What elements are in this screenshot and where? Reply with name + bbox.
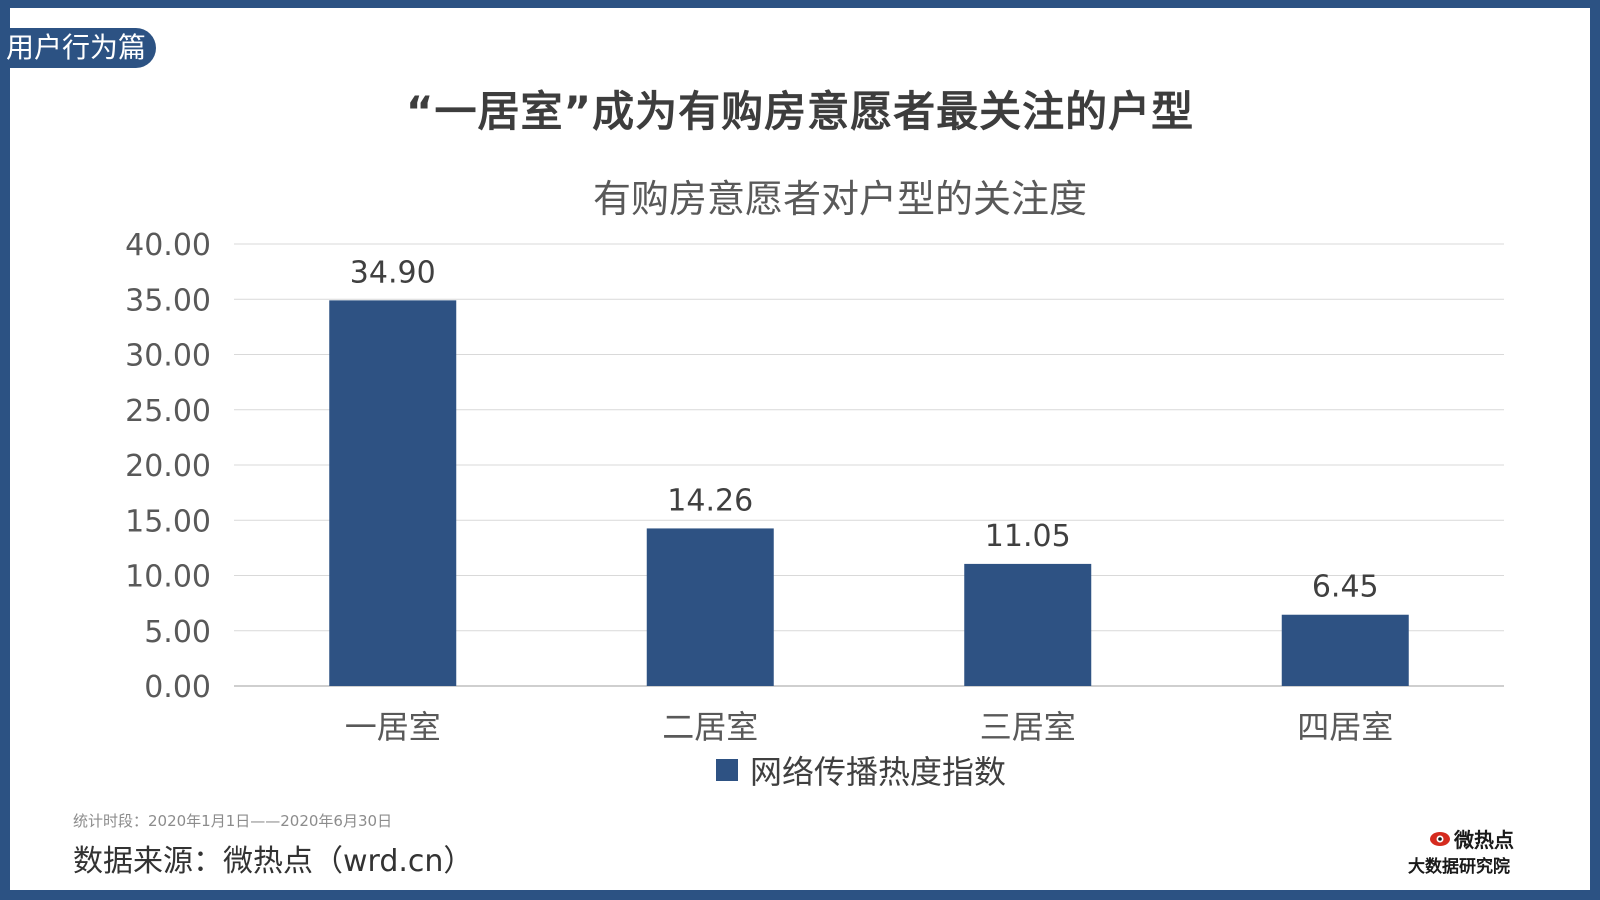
data-source-note: 数据来源：微热点（wrd.cn）: [73, 844, 474, 879]
x-axis-tick-labels: 一居室 二居室 三居室 四居室: [345, 708, 1394, 746]
x-tick-label: 二居室: [662, 708, 758, 746]
bars: [329, 300, 1409, 686]
bar: [964, 563, 1092, 686]
x-tick-label: 三居室: [980, 708, 1076, 746]
bar: [646, 528, 774, 686]
y-tick-label: 35.00: [125, 283, 211, 318]
bar-value-label: 14.26: [667, 483, 753, 518]
bar-value-label: 6.45: [1312, 570, 1379, 605]
bar-chart: 有购房意愿者对户型的关注度 0.00 5.00 10.00 15.00 20.00 25.…: [125, 177, 1504, 746]
slide-title: “一居室”成为有购房意愿者最关注的户型: [405, 87, 1195, 136]
legend-swatch: [716, 759, 738, 781]
brand-watermark: 微热点 大数据研究院: [1400, 822, 1560, 882]
bar-value-label: 34.90: [350, 255, 436, 290]
y-axis-tick-labels: 0.00 5.00 10.00 15.00 20.00 25.00 30.00 35.00 40…: [125, 228, 211, 705]
data-labels: 34.90 14.26 11.05 6.45: [350, 255, 1379, 604]
x-tick-label: 四居室: [1297, 708, 1393, 746]
legend-label: 网络传播热度指数: [750, 753, 1007, 791]
y-tick-label: 40.00: [125, 228, 211, 263]
x-tick-label: 一居室: [345, 708, 441, 746]
y-tick-label: 0.00: [144, 670, 211, 705]
y-tick-label: 25.00: [125, 394, 211, 429]
section-tag: 用户行为篇: [0, 28, 157, 68]
chart-title: 有购房意愿者对户型的关注度: [593, 177, 1087, 221]
bar: [1281, 614, 1409, 686]
y-tick-label: 5.00: [144, 615, 211, 650]
y-tick-label: 15.00: [125, 504, 211, 539]
weibo-eye-icon: [1430, 832, 1450, 846]
bar: [329, 300, 457, 686]
chart-legend: 网络传播热度指数: [716, 750, 1007, 791]
y-tick-label: 30.00: [125, 339, 211, 374]
stat-period-note: 统计时段：2020年1月1日——2020年6月30日: [73, 812, 393, 830]
y-tick-label: 10.00: [125, 560, 211, 595]
brand-subtitle: 大数据研究院: [1408, 857, 1510, 877]
brand-name: 微热点: [1454, 828, 1514, 852]
y-tick-label: 20.00: [125, 449, 211, 484]
bar-value-label: 11.05: [985, 519, 1071, 554]
